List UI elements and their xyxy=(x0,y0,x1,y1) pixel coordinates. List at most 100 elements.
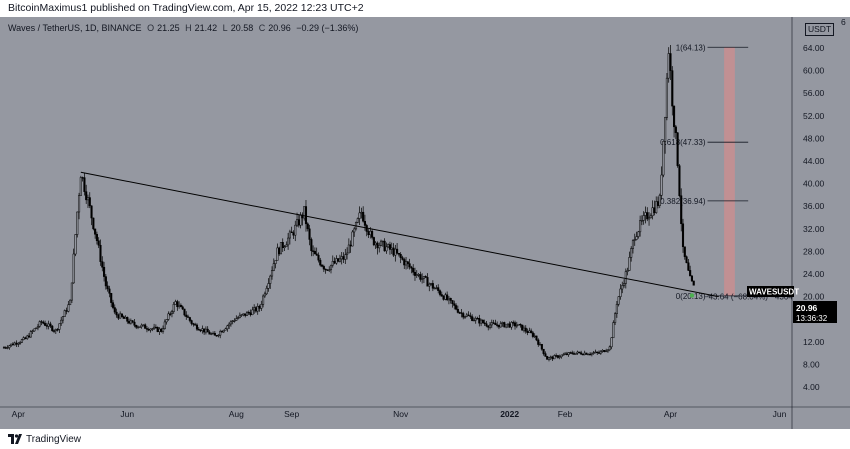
y-tick-label: 20.00 xyxy=(803,292,825,302)
candle-body xyxy=(415,274,418,276)
candle-body xyxy=(272,263,275,271)
candle-body xyxy=(460,312,463,314)
candle-body xyxy=(231,320,234,322)
candle-body xyxy=(590,352,593,355)
candle-body xyxy=(437,287,440,291)
candle-body xyxy=(69,299,72,306)
candle-body xyxy=(38,321,41,327)
candle-body xyxy=(49,323,52,327)
candle-body xyxy=(619,288,622,297)
candle-body xyxy=(203,328,206,333)
candle-body xyxy=(371,230,374,238)
candle-body xyxy=(583,352,586,355)
candle-body xyxy=(633,239,636,241)
candle-body xyxy=(383,240,386,252)
y-tick-label: 28.00 xyxy=(803,246,825,256)
candle-body xyxy=(455,305,458,310)
candle-body xyxy=(24,337,27,340)
candle-body xyxy=(656,201,660,206)
candle-body xyxy=(485,323,488,327)
footer-brand: TradingView xyxy=(26,433,82,445)
candle-body xyxy=(512,322,515,324)
candle-body xyxy=(190,320,193,324)
candle-body xyxy=(453,303,456,306)
candle-body xyxy=(185,314,188,317)
candle-body xyxy=(265,288,268,295)
candle-body xyxy=(60,319,63,324)
candle-body xyxy=(560,354,563,357)
candle-body xyxy=(219,331,222,336)
candle-body xyxy=(396,248,399,254)
candle-body xyxy=(160,328,163,332)
candle-body xyxy=(553,355,556,360)
chart-area[interactable]: 4.008.0012.0016.0020.0024.0028.0032.0036… xyxy=(0,17,850,429)
candle-body xyxy=(72,253,75,284)
candle-body xyxy=(145,328,148,330)
candle-body xyxy=(431,283,434,289)
candle-body xyxy=(676,132,679,166)
candle-body xyxy=(288,231,291,239)
candle-body xyxy=(270,270,274,277)
candle-body xyxy=(471,316,474,321)
close-label: C xyxy=(258,23,266,33)
candle-body xyxy=(637,231,640,237)
high-value: 21.42 xyxy=(194,23,218,33)
candle-body xyxy=(47,323,50,327)
candle-body xyxy=(237,317,240,319)
candle-body xyxy=(571,352,574,354)
candle-body xyxy=(430,283,433,285)
candle-body xyxy=(321,264,324,267)
symbol-title: Waves / TetherUS, 1D, BINANCE xyxy=(8,23,142,33)
candle-body xyxy=(540,344,543,350)
candle-body xyxy=(472,319,475,322)
y-tick-label: 64.00 xyxy=(803,43,825,53)
candle-body xyxy=(408,263,411,268)
x-tick-label: Jun xyxy=(773,409,787,419)
candle-body xyxy=(279,242,283,255)
candle-body xyxy=(45,325,48,327)
currency-badge[interactable]: USDT xyxy=(805,23,835,36)
candle-body xyxy=(2,347,6,349)
candle-body xyxy=(658,195,661,206)
candle-body xyxy=(199,329,202,332)
candle-body xyxy=(513,322,517,327)
candle-body xyxy=(690,275,693,282)
candle-body xyxy=(113,307,116,313)
candle-body xyxy=(158,328,161,332)
candle-body xyxy=(648,217,651,220)
candle-body xyxy=(469,315,472,317)
candle-body xyxy=(192,323,195,325)
candle-body xyxy=(153,326,156,329)
candle-body xyxy=(606,349,610,352)
candle-body xyxy=(253,307,256,311)
candle-body xyxy=(463,316,467,318)
candlestick-chart[interactable]: 4.008.0012.0016.0020.0024.0028.0032.0036… xyxy=(0,17,850,429)
candle-body xyxy=(322,266,325,270)
candle-body xyxy=(249,312,252,316)
candle-body xyxy=(413,272,417,276)
candle-body xyxy=(35,327,38,330)
candle-body xyxy=(422,276,425,279)
candle-body xyxy=(126,316,129,322)
candle-body xyxy=(70,282,73,301)
target-zone xyxy=(724,47,735,296)
candle-body xyxy=(95,234,98,241)
candle-body xyxy=(628,257,631,271)
candle-body xyxy=(328,269,331,271)
candle-body xyxy=(17,343,20,345)
candle-body xyxy=(601,350,604,352)
candle-body xyxy=(662,141,665,176)
candle-body xyxy=(26,335,29,340)
candle-body xyxy=(242,313,245,315)
candle-body xyxy=(258,305,261,309)
open-value: 21.25 xyxy=(157,23,180,33)
candle-body xyxy=(492,322,495,324)
y-tick-label-top: 6 xyxy=(841,17,846,27)
candle-body xyxy=(358,212,361,219)
candle-body xyxy=(596,351,599,354)
candle-body xyxy=(505,324,508,328)
candle-body xyxy=(556,355,559,358)
candle-body xyxy=(208,331,211,335)
candle-body xyxy=(149,328,152,331)
candle-body xyxy=(19,342,22,344)
